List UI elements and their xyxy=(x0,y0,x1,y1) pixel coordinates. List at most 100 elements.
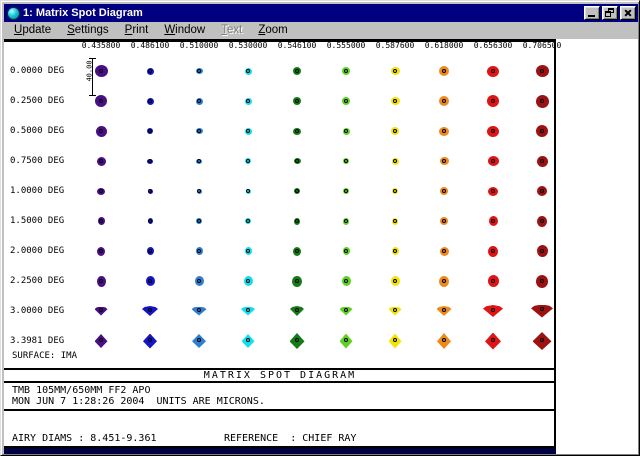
spot xyxy=(488,216,498,226)
airy-ring xyxy=(491,99,495,103)
wavelength-header: 0.530000 xyxy=(228,41,268,50)
restore-button[interactable] xyxy=(602,6,618,20)
airy-ring xyxy=(344,129,348,133)
menu-print[interactable]: Print xyxy=(124,24,149,36)
spot xyxy=(290,306,304,316)
app-icon xyxy=(7,6,20,20)
spot xyxy=(97,217,105,225)
airy-ring xyxy=(148,159,152,163)
menu-settings[interactable]: Settings xyxy=(67,24,109,36)
airy-ring xyxy=(295,338,299,343)
airy-ring xyxy=(197,99,201,103)
spot xyxy=(94,65,108,77)
spot xyxy=(392,188,398,194)
airy-ring xyxy=(344,69,348,73)
menu-update[interactable]: Update xyxy=(14,24,52,36)
spot xyxy=(145,276,155,286)
spot xyxy=(439,96,449,106)
airy-ring xyxy=(99,338,103,343)
spot xyxy=(143,333,157,349)
spot xyxy=(439,157,449,165)
field-angle-label: 1.5000 DEG xyxy=(10,216,65,226)
airy-ring xyxy=(442,249,446,253)
airy-ring xyxy=(344,99,348,103)
airy-ring xyxy=(148,307,152,312)
spot xyxy=(95,125,107,137)
spot xyxy=(95,95,107,107)
divider xyxy=(4,409,556,411)
spot xyxy=(97,187,105,195)
minimize-button[interactable] xyxy=(584,6,600,20)
spot xyxy=(439,275,449,287)
spot xyxy=(439,126,449,136)
airy-ring xyxy=(197,307,201,312)
field-angle-label: 0.5000 DEG xyxy=(10,126,65,136)
spot xyxy=(532,332,552,350)
spot xyxy=(536,125,548,137)
airy-ring xyxy=(99,307,103,312)
field-angle-label: 0.2500 DEG xyxy=(10,96,65,106)
bottom-strip xyxy=(4,448,556,454)
menu-window[interactable]: Window xyxy=(164,24,206,36)
airy-ring xyxy=(295,69,299,73)
spot xyxy=(293,127,301,135)
airy-ring xyxy=(197,338,201,343)
spot xyxy=(241,306,255,316)
spot xyxy=(244,127,252,135)
airy-ring xyxy=(197,159,201,163)
airy-ring xyxy=(99,219,103,223)
spot xyxy=(390,67,400,75)
airy-ring xyxy=(540,159,544,163)
surface-label: SURFACE: IMA xyxy=(12,351,78,361)
airy-ring xyxy=(344,189,348,193)
menu-text: Text xyxy=(221,24,243,36)
airy-ring xyxy=(442,279,446,283)
spot xyxy=(391,157,399,165)
airy-ring xyxy=(295,129,299,133)
airy-ring xyxy=(442,307,446,312)
airy-ring xyxy=(246,219,250,223)
title-bar[interactable]: 1: Matrix Spot Diagram xyxy=(4,4,638,22)
spot-diagram-canvas: 40.00 SURFACE: IMA MATRIX SPOT DIAGRAM T… xyxy=(4,39,638,454)
plot-right-border xyxy=(554,39,556,448)
spot xyxy=(487,95,499,107)
spot xyxy=(244,67,252,75)
spot xyxy=(488,245,498,257)
spot xyxy=(342,127,350,135)
wavelength-header: 0.587600 xyxy=(375,41,415,50)
airy-ring xyxy=(344,279,348,283)
spot xyxy=(142,306,158,316)
airy-ring xyxy=(344,338,348,343)
divider xyxy=(4,368,556,370)
airy-ring xyxy=(540,129,544,133)
spot xyxy=(146,67,154,75)
spot xyxy=(388,306,402,316)
spot xyxy=(294,188,300,194)
wavelength-header: 0.486100 xyxy=(130,41,170,50)
spot xyxy=(439,66,449,76)
spot xyxy=(531,304,553,318)
airy-ring xyxy=(540,189,544,193)
field-angle-label: 1.0000 DEG xyxy=(10,186,65,196)
spot xyxy=(147,158,153,164)
airy-ring xyxy=(197,189,201,193)
airy-ring xyxy=(148,338,152,343)
wavelength-header: 0.510000 xyxy=(179,41,219,50)
airy-ring xyxy=(491,129,495,133)
spot xyxy=(194,276,204,286)
spot xyxy=(342,97,350,105)
spot xyxy=(487,65,499,77)
airy-ring xyxy=(295,219,299,223)
airy-ring xyxy=(246,69,250,73)
close-button[interactable] xyxy=(620,6,636,20)
menu-zoom[interactable]: Zoom xyxy=(258,24,288,36)
airy-ring xyxy=(197,129,201,133)
spot xyxy=(439,246,449,256)
airy-ring xyxy=(393,159,397,163)
airy-ring xyxy=(295,249,299,253)
spot xyxy=(343,188,349,194)
airy-ring xyxy=(540,99,544,103)
airy-ring xyxy=(491,279,495,283)
scale-bar xyxy=(89,58,96,96)
spot xyxy=(535,65,549,77)
